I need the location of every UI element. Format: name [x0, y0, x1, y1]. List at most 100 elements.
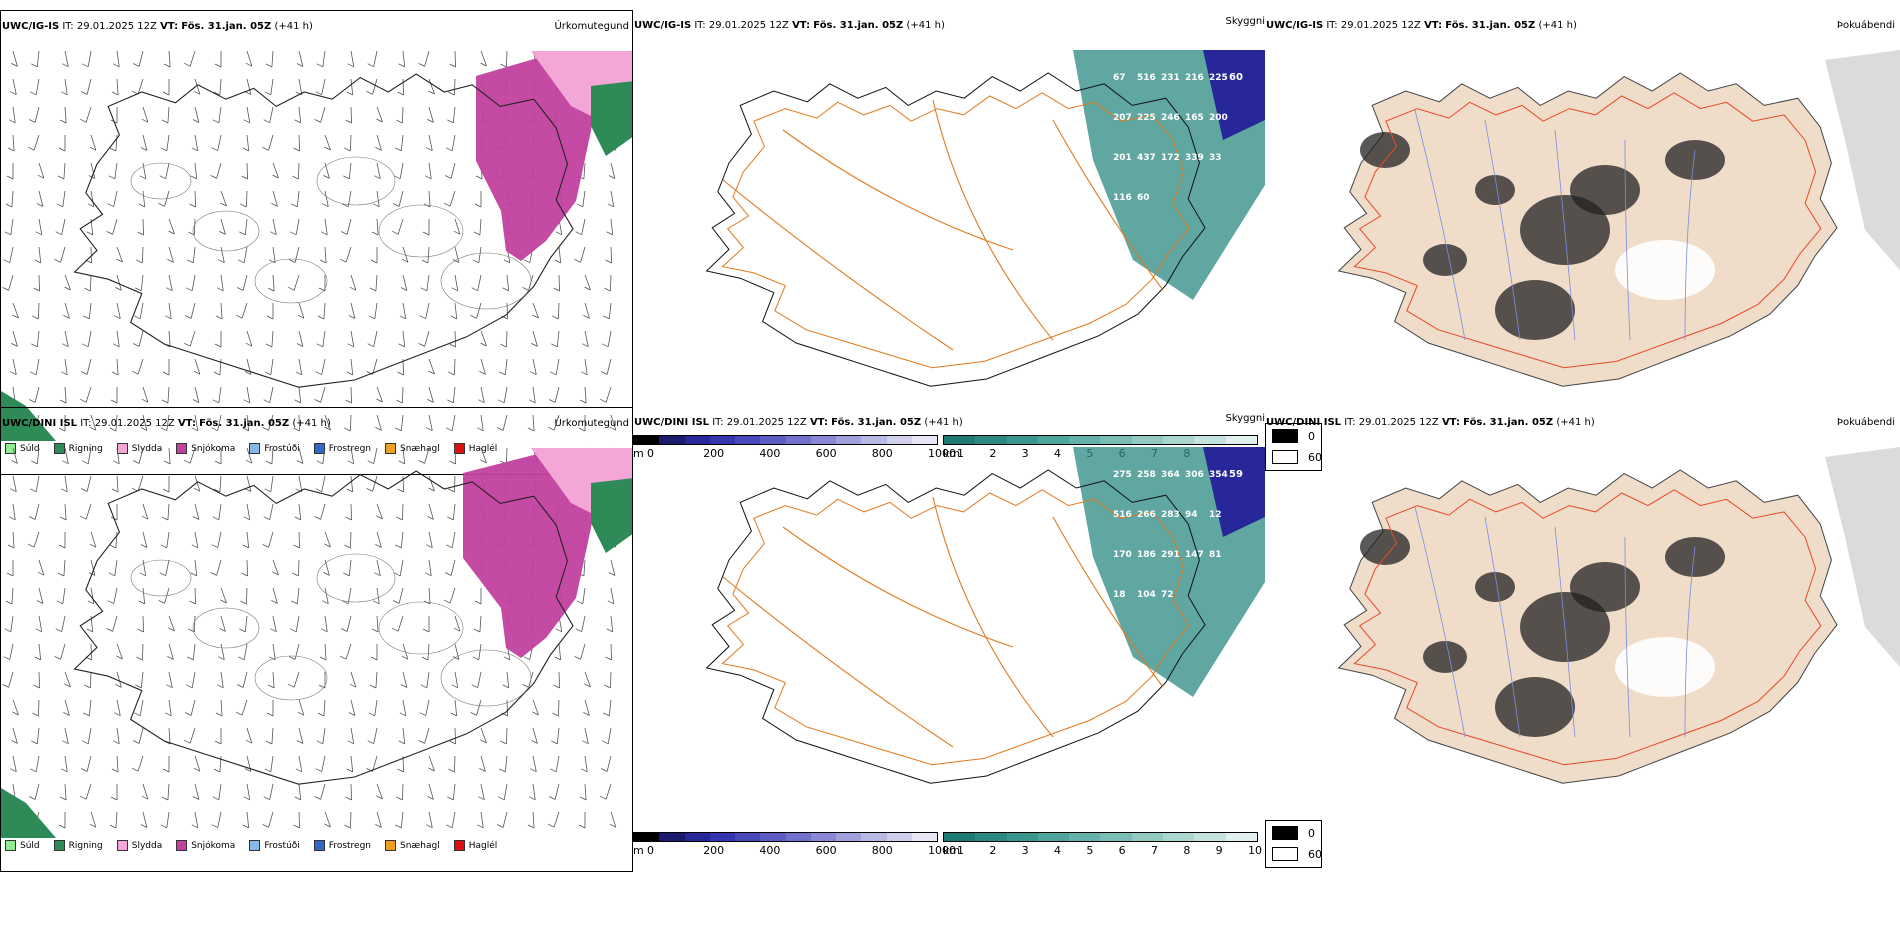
- wind-barb: [215, 699, 223, 717]
- wind-barb: [61, 755, 68, 773]
- wind-barb: [396, 783, 404, 801]
- wind-barb: [345, 106, 352, 124]
- wind-barb: [264, 475, 274, 493]
- cloud-panel-label: Skyggni: [1225, 16, 1265, 27]
- wind-barb: [532, 302, 539, 319]
- precip-legend-item: Frostregn: [313, 840, 371, 851]
- wind-barb: [428, 755, 435, 772]
- wind-barb: [191, 811, 199, 829]
- wind-barb: [478, 386, 485, 404]
- lead-time: (+41 h): [924, 417, 963, 428]
- wind-barb: [396, 106, 404, 124]
- wind-barb: [288, 246, 300, 263]
- terrain-contour: [440, 649, 532, 707]
- wind-barb: [396, 503, 404, 521]
- wind-barb: [141, 106, 149, 123]
- wind-barb: [84, 671, 92, 689]
- wind-barb: [574, 643, 586, 660]
- wind-barb: [138, 190, 146, 208]
- colorbar-segment: [975, 436, 1007, 444]
- wind-barb: [270, 615, 277, 633]
- fog-area: [1475, 175, 1515, 205]
- colorbar-segment: [810, 436, 836, 444]
- wind-barb: [531, 727, 538, 744]
- terrain-contour: [378, 204, 464, 258]
- wind-barb: [396, 386, 404, 404]
- wind-barb: [422, 219, 430, 236]
- legend-label: Súld: [20, 443, 40, 454]
- wind-barb: [322, 190, 329, 208]
- legend-swatch: [313, 840, 325, 851]
- wind-barb: [212, 106, 222, 124]
- wind-barb: [397, 475, 404, 493]
- road-line: [782, 129, 1014, 251]
- wind-barb: [391, 615, 404, 632]
- cloud-base-label: 147: [1185, 550, 1204, 560]
- wind-barb: [453, 615, 461, 632]
- wind-barb: [138, 587, 146, 605]
- wind-barb: [10, 358, 17, 376]
- precip-legend-item: Snjókoma: [176, 443, 235, 454]
- wind-barb: [345, 503, 352, 521]
- colorbar-tick: 1: [957, 844, 964, 857]
- wind-barb: [115, 274, 122, 291]
- wind-barb: [241, 559, 248, 577]
- ring-road: [721, 92, 1190, 369]
- wind-barb: [106, 615, 118, 632]
- wind-barb: [113, 447, 120, 465]
- legend-label: Snæhagl: [400, 840, 440, 851]
- wind-barb: [340, 615, 352, 632]
- wind-barb: [213, 475, 222, 493]
- rain-area-sw: [1, 788, 56, 838]
- wind-barb: [161, 106, 170, 124]
- cloud-visibility-panel: UWC/DINI ISL IT: 29.01.2025 12Z VT: Fös.…: [633, 407, 1265, 872]
- wind-barb: [376, 503, 383, 520]
- wind-barb: [189, 587, 196, 605]
- wind-barb: [552, 302, 560, 320]
- wind-barb: [3, 246, 14, 264]
- wind-barb: [294, 106, 302, 124]
- wind-barb: [244, 358, 252, 375]
- panel-title: UWC/IG-IS IT: 29.01.2025 12Z VT: Fös. 31…: [634, 20, 945, 31]
- wind-barb: [576, 190, 586, 208]
- legend-label: 0: [1308, 826, 1315, 840]
- wind-barb: [264, 755, 274, 773]
- cloud-base-label: 283: [1161, 510, 1180, 520]
- wind-barb: [244, 475, 252, 492]
- cloud-base-label: 225: [1137, 113, 1156, 123]
- wind-barb: [63, 699, 70, 716]
- wind-barb: [346, 755, 354, 773]
- fog-area: [1360, 132, 1410, 168]
- colorbar-tick: 2: [989, 844, 997, 857]
- wind-barb: [499, 358, 508, 376]
- precip-legend-item: Snjókoma: [176, 840, 235, 851]
- wind-barb: [64, 274, 71, 291]
- precip-legend-item: Slydda: [116, 840, 162, 851]
- road-line: [932, 496, 1054, 738]
- wind-barb: [376, 386, 383, 403]
- wind-barb: [159, 162, 170, 180]
- wind-barb: [87, 190, 95, 208]
- wind-barb: [318, 275, 326, 292]
- colorbar-tick: 600: [815, 447, 837, 460]
- wind-barb: [426, 414, 433, 432]
- wind-barb: [210, 559, 222, 576]
- rain-area: [591, 478, 632, 553]
- wind-barb: [134, 302, 144, 320]
- wind-barb: [161, 386, 170, 404]
- wind-barb: [263, 503, 274, 521]
- wind-barb: [444, 162, 456, 179]
- cloud-visibility-panel: UWC/IG-IS IT: 29.01.2025 12Z VT: Fös. 31…: [633, 10, 1265, 475]
- wind-barb: [134, 699, 144, 717]
- wind-barb: [263, 106, 274, 124]
- cloud-map: 67 516 231 216 225 207 225 246 165 200 201 437 172 33…: [705, 50, 1265, 387]
- wind-barb: [446, 134, 456, 152]
- wind-barb: [64, 671, 71, 688]
- road-line: [782, 526, 1014, 648]
- wind-barb: [550, 755, 560, 773]
- wind-barb: [83, 302, 92, 320]
- wind-barb: [470, 302, 482, 319]
- colorbar-tick: 0: [647, 447, 654, 460]
- colorbar-tick: 9: [1215, 844, 1223, 857]
